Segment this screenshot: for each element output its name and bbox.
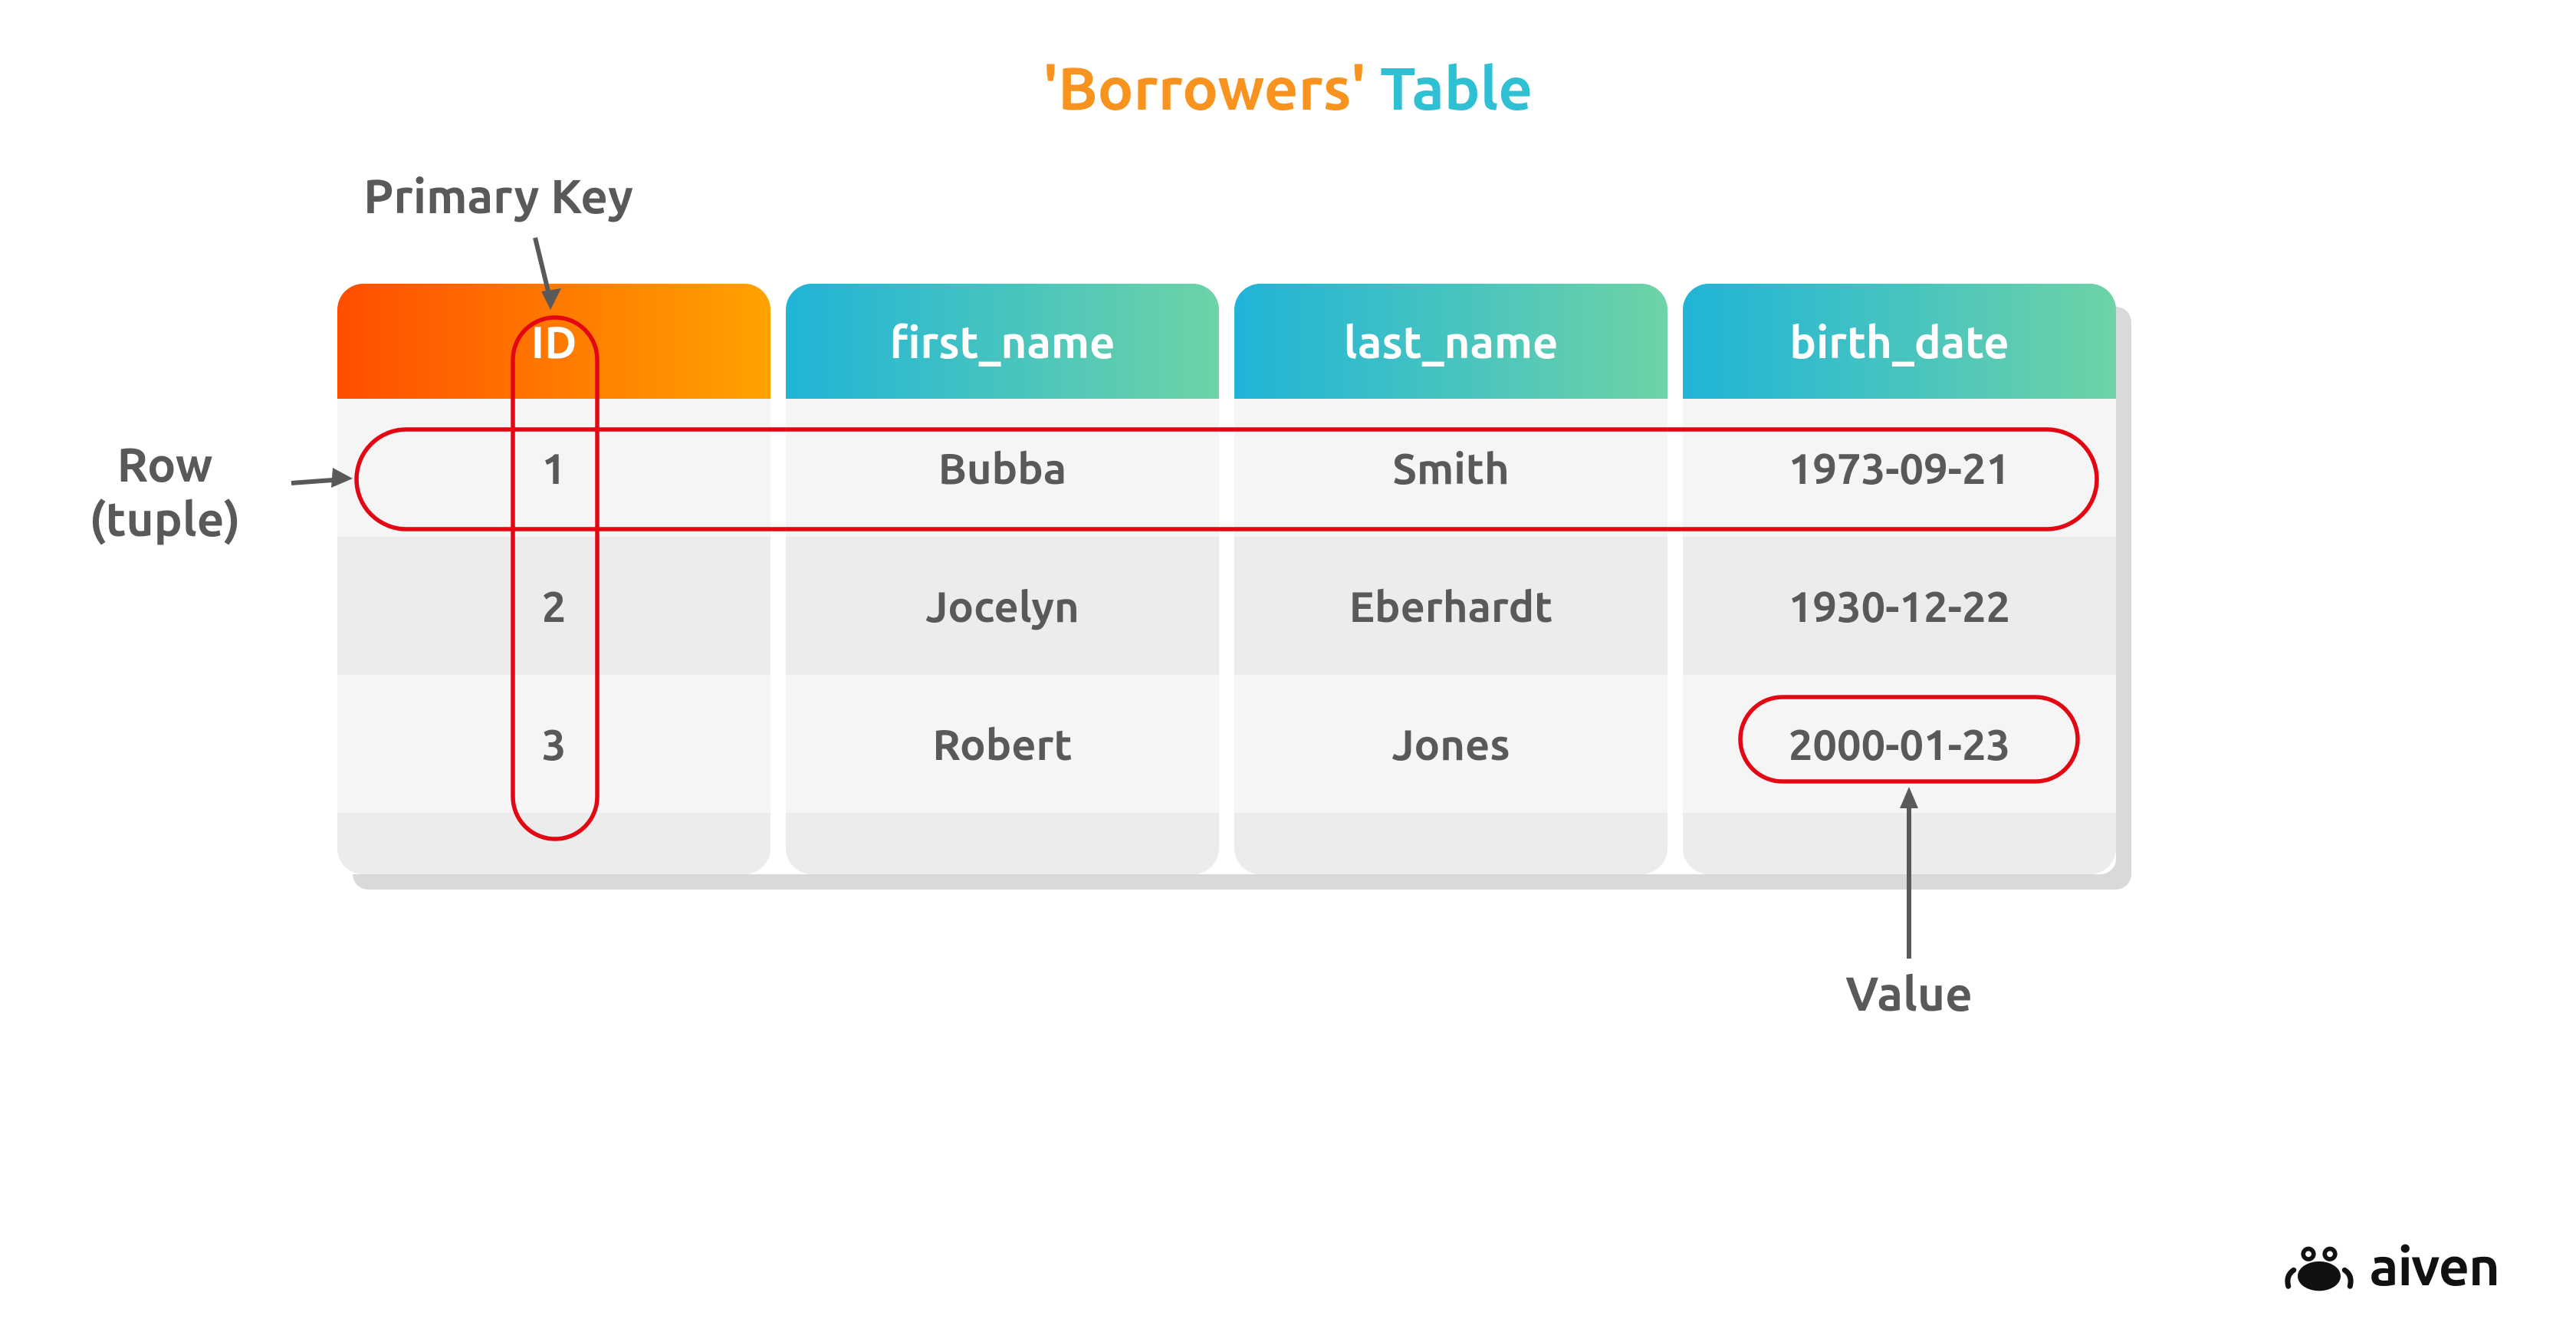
- cell-id-row2: 3: [337, 675, 770, 813]
- diagram-title: 'Borrowers' Table: [0, 54, 2576, 121]
- column-body-first_name: BubbaJocelynRobert: [786, 399, 1219, 813]
- column-header-id: ID: [337, 284, 770, 399]
- brand-crab-icon: [2285, 1239, 2354, 1293]
- brand: aiven: [2285, 1236, 2499, 1296]
- cell-last_name-row1: Eberhardt: [1234, 537, 1668, 675]
- borrowers-table: ID123first_nameBubbaJocelynRobertlast_na…: [337, 284, 2116, 874]
- column-footer-id: [337, 813, 770, 874]
- title-accent: 'Borrowers': [1043, 54, 1366, 121]
- column-body-id: 123: [337, 399, 770, 813]
- annotation-value: Value: [1756, 966, 2062, 1021]
- diagram-canvas: 'Borrowers' Table Primary Key Row (tuple…: [0, 0, 2576, 1342]
- column-header-first_name: first_name: [786, 284, 1219, 399]
- annotation-row-line1: Row: [117, 437, 213, 491]
- column-header-last_name: last_name: [1234, 284, 1668, 399]
- annotation-row-line2: (tuple): [89, 492, 240, 545]
- column-footer-last_name: [1234, 813, 1668, 874]
- cell-last_name-row2: Jones: [1234, 675, 1668, 813]
- cell-id-row1: 2: [337, 537, 770, 675]
- cell-birth_date-row1: 1930-12-22: [1683, 537, 2116, 675]
- cell-birth_date-row2: 2000-01-23: [1683, 675, 2116, 813]
- brand-name: aiven: [2369, 1236, 2499, 1296]
- column-body-birth_date: 1973-09-211930-12-222000-01-23: [1683, 399, 2116, 813]
- table-column-last_name: last_nameSmithEberhardtJones: [1234, 284, 1668, 874]
- cell-first_name-row0: Bubba: [786, 399, 1219, 537]
- cell-last_name-row0: Smith: [1234, 399, 1668, 537]
- cell-birth_date-row0: 1973-09-21: [1683, 399, 2116, 537]
- column-footer-first_name: [786, 813, 1219, 874]
- column-header-birth_date: birth_date: [1683, 284, 2116, 399]
- annotation-row-tuple: Row (tuple): [31, 437, 299, 547]
- cell-first_name-row2: Robert: [786, 675, 1219, 813]
- title-rest: Table: [1365, 54, 1533, 121]
- table-column-first_name: first_nameBubbaJocelynRobert: [786, 284, 1219, 874]
- column-body-last_name: SmithEberhardtJones: [1234, 399, 1668, 813]
- table-column-birth_date: birth_date1973-09-211930-12-222000-01-23: [1683, 284, 2116, 874]
- cell-first_name-row1: Jocelyn: [786, 537, 1219, 675]
- cell-id-row0: 1: [337, 399, 770, 537]
- annotation-primary-key: Primary Key: [299, 169, 698, 223]
- column-footer-birth_date: [1683, 813, 2116, 874]
- table-column-id: ID123: [337, 284, 770, 874]
